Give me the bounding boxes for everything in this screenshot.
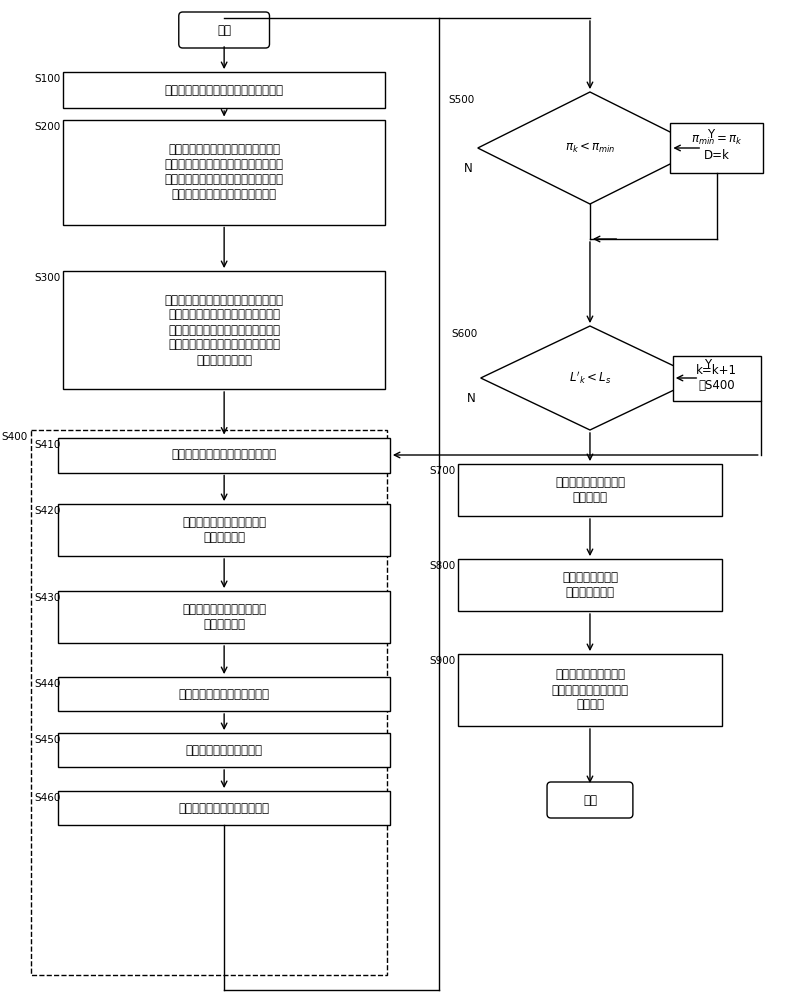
Bar — [671, 123, 763, 173]
Text: $\pi_{min} = \pi_k$
D=k: $\pi_{min} = \pi_k$ D=k — [691, 134, 742, 162]
Text: S410: S410 — [34, 440, 61, 450]
Text: Y: Y — [707, 127, 714, 140]
FancyBboxPatch shape — [547, 782, 633, 818]
Bar — [63, 271, 385, 389]
Bar — [58, 438, 390, 473]
Text: 计算带钢上表面乳化液
设定最佳值: 计算带钢上表面乳化液 设定最佳值 — [555, 476, 625, 504]
Text: S450: S450 — [34, 735, 61, 745]
Text: 计算带钢上表面打滑因子: 计算带钢上表面打滑因子 — [186, 744, 262, 756]
Text: Y: Y — [704, 358, 712, 370]
Polygon shape — [478, 92, 702, 204]
Text: 结束: 结束 — [583, 794, 597, 806]
Bar — [58, 791, 390, 825]
Text: 计算乳化液流量设定综合指标: 计算乳化液流量设定综合指标 — [179, 802, 269, 814]
Bar — [63, 72, 385, 108]
Text: k=k+1
转S400: k=k+1 转S400 — [697, 364, 738, 392]
Text: S460: S460 — [34, 793, 61, 803]
Bar — [459, 559, 722, 611]
Text: S440: S440 — [34, 679, 61, 689]
Text: S400: S400 — [2, 432, 28, 442]
Bar — [673, 356, 760, 400]
Polygon shape — [481, 326, 699, 430]
Bar — [459, 464, 722, 516]
FancyBboxPatch shape — [179, 12, 269, 48]
Text: S900: S900 — [429, 656, 455, 666]
Text: 搜集现场设备工艺参数，带钢宽度，
轧制速度，轧机压下量设定，轧机上工
作辊半径，带钢入口张力设定，带钢出
口张力设定、轧制力、乳化液浓度: 搜集现场设备工艺参数，带钢宽度， 轧制速度，轧机压下量设定，轧机上工 作辊半径，… — [165, 143, 284, 201]
Text: S100: S100 — [34, 74, 60, 84]
Text: S600: S600 — [452, 329, 478, 339]
Text: S430: S430 — [34, 593, 61, 603]
Text: S300: S300 — [34, 273, 60, 283]
Text: S500: S500 — [448, 95, 475, 105]
Text: S700: S700 — [429, 466, 455, 476]
Text: $\pi_k < \pi_{min}$: $\pi_k < \pi_{min}$ — [565, 141, 615, 155]
Text: 计算流量设定下带钢上表面
当量油膜厚度: 计算流量设定下带钢上表面 当量油膜厚度 — [182, 516, 266, 544]
Bar — [459, 654, 722, 726]
Text: 计算冷连轧机组的乳化液重力损失系数: 计算冷连轧机组的乳化液重力损失系数 — [165, 84, 284, 97]
Text: S200: S200 — [34, 121, 60, 131]
Bar — [58, 591, 390, 643]
Bar — [58, 733, 390, 767]
Text: S420: S420 — [34, 506, 61, 516]
Bar — [58, 504, 390, 556]
Text: $L'_k < L_s$: $L'_k < L_s$ — [569, 370, 611, 386]
Text: N: N — [467, 391, 476, 404]
Text: 根据计算的设定值在现
场调整上下表面的乳化液
流量设定: 根据计算的设定值在现 场调整上下表面的乳化液 流量设定 — [552, 668, 629, 712]
Text: 收集冷连轧机组乳化液流量可调范围，
定义上表面最佳乳化液设定值参数，
最佳流量设定搜索步长，定义乳化液
设定综合指标极值变量并初始化，流
量锁定变量初始化: 收集冷连轧机组乳化液流量可调范围， 定义上表面最佳乳化液设定值参数， 最佳流量设… — [165, 294, 284, 366]
Text: 计算冷连轧机组乳化液流量锁定值: 计算冷连轧机组乳化液流量锁定值 — [172, 448, 277, 462]
Bar — [31, 430, 387, 975]
Text: N: N — [464, 161, 473, 174]
Text: 开始: 开始 — [217, 23, 231, 36]
Bar — [58, 677, 390, 711]
Text: 计算带钢上表面理论摩擦系数: 计算带钢上表面理论摩擦系数 — [179, 688, 269, 700]
Bar — [63, 119, 385, 225]
Text: S800: S800 — [429, 561, 455, 571]
Text: 计算带钢下表面乳
化液设定最佳值: 计算带钢下表面乳 化液设定最佳值 — [562, 571, 618, 599]
Text: 计算流量设定下的带钢上表
面热滑伤因子: 计算流量设定下的带钢上表 面热滑伤因子 — [182, 603, 266, 631]
